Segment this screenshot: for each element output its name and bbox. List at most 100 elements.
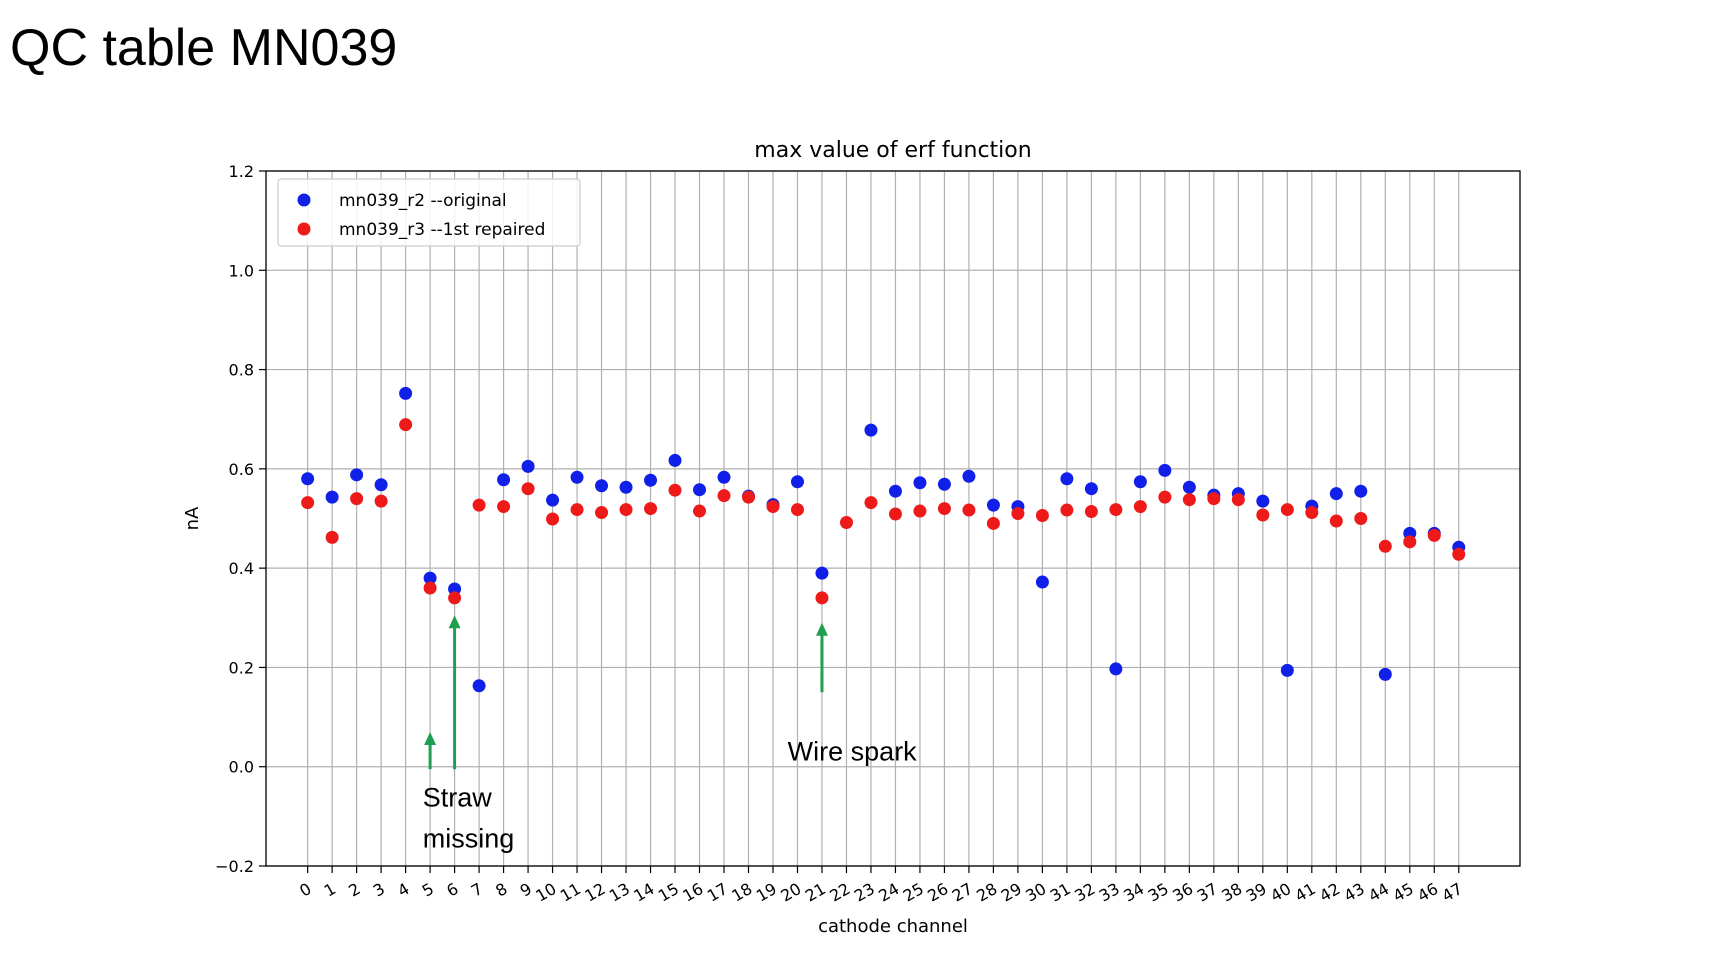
repaired-data-point	[741, 490, 755, 504]
repaired-data-point	[668, 483, 682, 497]
original-data-point	[1035, 575, 1049, 589]
repaired-data-point	[448, 591, 462, 605]
x-tick-label: 17	[704, 879, 731, 906]
x-axis-label: cathode channel	[818, 916, 968, 937]
original-data-point	[399, 386, 413, 400]
original-data-point	[693, 483, 707, 497]
repaired-data-point	[644, 502, 658, 516]
x-tick-label: 35	[1145, 879, 1172, 906]
x-tick-label: 23	[851, 879, 878, 906]
x-tick-label: 32	[1071, 879, 1098, 906]
original-data-point	[472, 679, 486, 693]
original-data-point	[717, 470, 731, 484]
x-tick-label: 28	[973, 879, 1000, 906]
repaired-data-point	[962, 503, 976, 517]
legend-label: mn039_r3 --1st repaired	[339, 220, 545, 240]
slide-title: QC table MN039	[10, 19, 398, 77]
repaired-data-point	[913, 504, 927, 518]
x-tick-label: 1	[321, 879, 339, 901]
original-data-point	[448, 582, 462, 596]
legend-marker	[297, 193, 311, 207]
repaired-data-point	[301, 496, 315, 510]
x-tick-label: 46	[1414, 879, 1441, 906]
x-tick-label: 39	[1243, 879, 1270, 906]
repaired-data-point	[1403, 535, 1417, 549]
y-tick-label: 0.6	[229, 460, 254, 479]
x-tick-label: 19	[753, 879, 780, 906]
repaired-data-point	[815, 591, 829, 605]
x-tick-label: 10	[532, 879, 559, 906]
original-data-point	[1158, 463, 1172, 477]
x-tick-label: 4	[394, 879, 412, 901]
x-tick-label: 36	[1169, 879, 1196, 906]
original-data-point	[1109, 662, 1123, 676]
repaired-data-point	[521, 482, 535, 496]
y-tick-label: 0.8	[229, 361, 254, 380]
repaired-data-point	[1305, 506, 1319, 520]
x-tick-label: 6	[443, 879, 461, 901]
y-axis-ticks: −0.2 0.0 0.2 0.4 0.6 0.8 1.0 1.2	[215, 162, 266, 876]
original-data-point	[790, 475, 804, 489]
repaired-data-point	[619, 503, 633, 517]
repaired-data-point	[1329, 514, 1343, 528]
repaired-data-point	[1378, 539, 1392, 553]
original-data-point	[301, 472, 315, 486]
repaired-data-point	[1011, 507, 1025, 521]
original-data-point	[986, 498, 1000, 512]
original-data-point	[962, 469, 976, 483]
original-data-point	[815, 566, 829, 580]
x-tick-label: 2	[345, 879, 363, 901]
repaired-data-point	[1427, 528, 1441, 542]
x-tick-label: 38	[1218, 879, 1245, 906]
repaired-data-point	[864, 496, 878, 510]
original-data-point	[546, 493, 560, 507]
repaired-data-point	[693, 504, 707, 518]
x-tick-label: 34	[1120, 879, 1147, 906]
repaired-data-point	[1231, 493, 1245, 507]
x-tick-label: 0	[296, 879, 314, 901]
x-tick-label: 18	[728, 879, 755, 906]
repaired-data-point	[1452, 547, 1466, 561]
original-data-point	[1354, 484, 1368, 498]
repaired-data-point	[546, 512, 560, 526]
annotation-arrow-head	[448, 615, 461, 629]
original-data-point	[888, 484, 902, 498]
x-tick-label: 12	[581, 879, 608, 906]
original-data-point	[1060, 472, 1074, 486]
x-tick-label: 22	[826, 879, 853, 906]
original-data-point	[497, 473, 511, 487]
annotation-arrow-head	[815, 622, 828, 636]
repaired-data-point	[1060, 503, 1074, 517]
x-tick-label: 31	[1047, 879, 1074, 906]
repaired-data-point	[790, 503, 804, 517]
repaired-data-point	[570, 503, 584, 517]
repaired-data-point	[717, 489, 731, 503]
x-tick-label: 20	[777, 879, 804, 906]
chart-title: max value of erf function	[754, 138, 1031, 163]
original-data-point	[668, 453, 682, 467]
x-tick-label: 33	[1096, 879, 1123, 906]
y-tick-label: −0.2	[215, 857, 254, 876]
original-data-point	[595, 479, 609, 493]
repaired-data-point	[1354, 512, 1368, 525]
x-tick-label: 42	[1316, 879, 1343, 906]
original-data-point	[325, 490, 339, 504]
x-tick-label: 24	[875, 879, 902, 906]
y-tick-label: 0.2	[229, 658, 254, 677]
x-tick-label: 29	[998, 879, 1025, 906]
original-data-point	[937, 477, 951, 491]
original-data-point	[913, 476, 927, 490]
original-data-point	[1182, 480, 1196, 494]
x-tick-label: 27	[949, 879, 976, 906]
original-data-point	[864, 423, 878, 437]
repaired-data-point	[1035, 509, 1049, 523]
original-data-point	[1256, 494, 1270, 508]
x-tick-label: 3	[370, 879, 388, 901]
original-data-point	[570, 470, 584, 484]
repaired-data-point	[399, 418, 413, 432]
x-tick-label: 26	[924, 879, 951, 906]
x-tick-label: 40	[1267, 879, 1294, 906]
x-tick-label: 47	[1439, 879, 1466, 906]
repaired-data-point	[325, 530, 339, 544]
y-tick-label: 1.2	[229, 162, 254, 181]
